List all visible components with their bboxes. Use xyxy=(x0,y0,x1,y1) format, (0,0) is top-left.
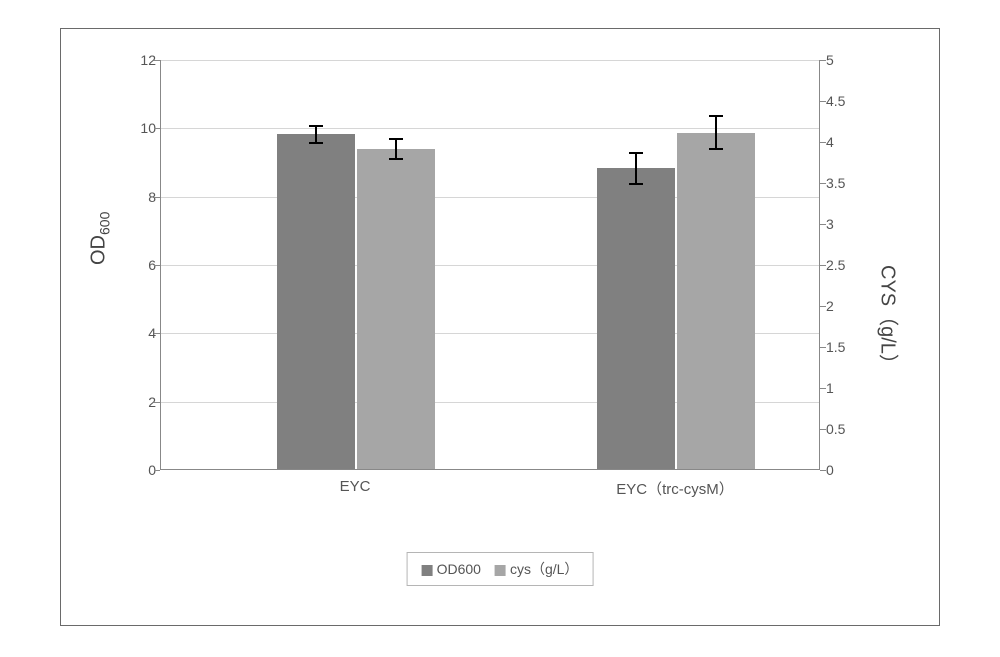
gridline xyxy=(161,128,819,129)
x-axis-label: EYC xyxy=(340,478,371,495)
y-left-tick: 8 xyxy=(130,189,156,205)
y-axis-right-title: CYS（g/L） xyxy=(876,265,905,374)
bar-OD600 xyxy=(597,168,675,469)
tick-mark xyxy=(820,347,826,348)
y-right-tick: 3.5 xyxy=(826,175,856,191)
tick-mark xyxy=(820,60,826,61)
gridline xyxy=(161,60,819,61)
bar-chart: OD600 CYS（g/L） 0 2 4 6 8 10 12 0 0.5 1 1.5 2 2.5 3 3.… xyxy=(90,50,910,600)
plot-area xyxy=(160,60,820,470)
y-right-tick: 2.5 xyxy=(826,257,856,273)
legend-swatch xyxy=(422,565,433,576)
error-bar xyxy=(315,126,317,143)
y-right-tick: 1.5 xyxy=(826,339,856,355)
tick-mark xyxy=(820,388,826,389)
y-left-tick: 6 xyxy=(130,257,156,273)
y-right-tick: 4.5 xyxy=(826,93,856,109)
y-right-tick: 1 xyxy=(826,380,856,396)
y-axis-left-title: OD600 xyxy=(88,212,113,265)
tick-mark xyxy=(820,224,826,225)
y-right-tick: 2 xyxy=(826,298,856,314)
tick-mark xyxy=(154,470,160,471)
y-right-tick: 4 xyxy=(826,134,856,150)
x-axis-label: EYC（trc-cysM） xyxy=(616,478,734,499)
y-right-tick: 0 xyxy=(826,462,856,478)
y-left-tick: 4 xyxy=(130,325,156,341)
error-bar xyxy=(395,139,397,159)
error-bar xyxy=(715,116,717,149)
y-right-tick: 0.5 xyxy=(826,421,856,437)
legend-swatch xyxy=(495,565,506,576)
bar-cys_gL xyxy=(677,133,755,469)
legend: OD600 cys（g/L） xyxy=(407,552,594,586)
y-left-tick: 0 xyxy=(130,462,156,478)
bar-cys_gL xyxy=(357,149,435,469)
y-left-tick: 12 xyxy=(130,52,156,68)
y-left-tick: 2 xyxy=(130,394,156,410)
bar-OD600 xyxy=(277,134,355,469)
tick-mark xyxy=(820,183,826,184)
tick-mark xyxy=(820,265,826,266)
tick-mark xyxy=(820,101,826,102)
tick-mark xyxy=(820,142,826,143)
tick-mark xyxy=(820,470,826,471)
y-right-tick: 3 xyxy=(826,216,856,232)
error-bar xyxy=(635,153,637,184)
y-left-tick: 10 xyxy=(130,120,156,136)
legend-item: cys（g/L） xyxy=(495,559,578,579)
tick-mark xyxy=(820,306,826,307)
legend-item: OD600 xyxy=(422,561,481,577)
tick-mark xyxy=(820,429,826,430)
y-right-tick: 5 xyxy=(826,52,856,68)
